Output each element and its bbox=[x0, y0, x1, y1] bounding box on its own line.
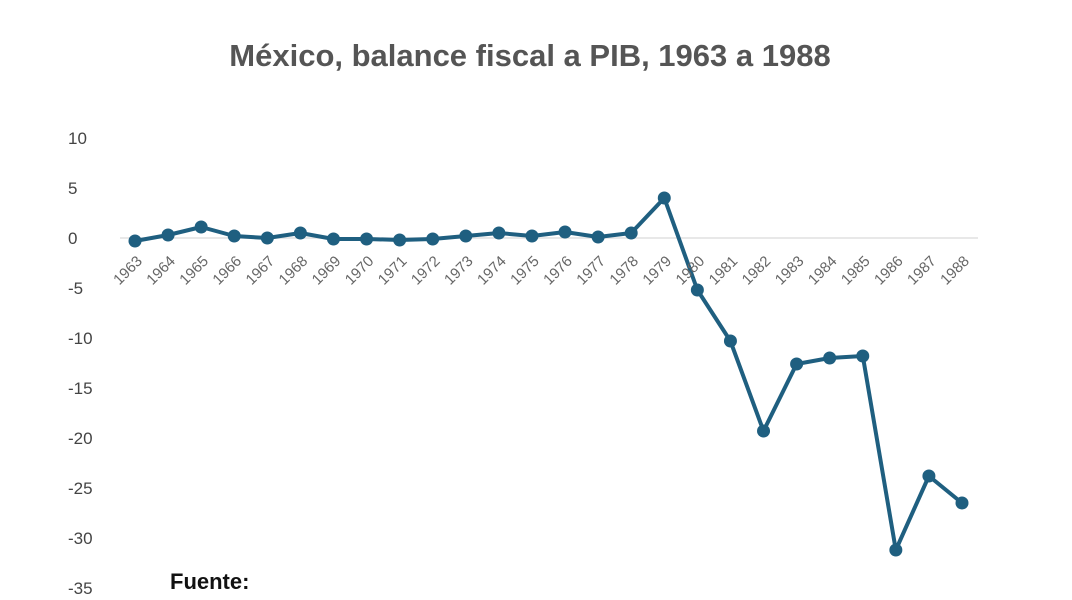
series-line bbox=[134, 196, 964, 552]
x-tick-label: 1976 bbox=[540, 253, 576, 289]
x-tick-label: 1968 bbox=[276, 253, 312, 289]
x-tick-label: 1970 bbox=[342, 253, 378, 289]
x-tick-label: 1971 bbox=[375, 253, 411, 289]
data-point bbox=[492, 226, 506, 240]
data-point bbox=[889, 543, 903, 557]
chart-title: México, balance fiscal a PIB, 1963 a 198… bbox=[229, 38, 830, 73]
y-tick-label: -35 bbox=[68, 579, 93, 598]
x-tick-label: 1982 bbox=[739, 253, 775, 289]
data-point bbox=[690, 283, 704, 297]
y-axis: 10 5 0 -5 -10 -15 -20 -25 -30 -35 bbox=[68, 129, 93, 598]
data-point bbox=[360, 232, 374, 246]
data-point bbox=[723, 334, 737, 348]
y-tick-label: -20 bbox=[68, 429, 93, 448]
data-point bbox=[128, 234, 142, 248]
x-tick-label: 1975 bbox=[507, 253, 543, 289]
data-point bbox=[260, 231, 274, 245]
x-tick-label: 1967 bbox=[243, 253, 279, 289]
data-point bbox=[326, 232, 340, 246]
x-tick-label: 1973 bbox=[441, 253, 477, 289]
data-point bbox=[525, 229, 539, 243]
x-tick-label: 1986 bbox=[871, 253, 907, 289]
x-tick-label: 1983 bbox=[772, 253, 808, 289]
data-point bbox=[393, 233, 407, 247]
x-tick-label: 1964 bbox=[143, 253, 179, 289]
data-point bbox=[856, 349, 870, 363]
x-axis: 1963196419651966196719681969197019711972… bbox=[110, 253, 973, 289]
data-point bbox=[558, 225, 572, 239]
data-points bbox=[128, 191, 969, 557]
y-tick-label: -30 bbox=[68, 529, 93, 548]
y-tick-label: -5 bbox=[68, 279, 83, 298]
x-tick-label: 1984 bbox=[805, 253, 841, 289]
x-tick-label: 1987 bbox=[904, 253, 940, 289]
data-point bbox=[790, 357, 804, 371]
x-tick-label: 1963 bbox=[110, 253, 146, 289]
data-point bbox=[293, 226, 307, 240]
x-tick-label: 1969 bbox=[309, 253, 345, 289]
y-tick-label: 0 bbox=[68, 229, 77, 248]
x-tick-label: 1966 bbox=[209, 253, 245, 289]
data-point bbox=[161, 228, 175, 242]
x-tick-label: 1978 bbox=[606, 253, 642, 289]
y-tick-label: 10 bbox=[68, 129, 87, 148]
data-point bbox=[657, 191, 671, 205]
y-tick-label: -10 bbox=[68, 329, 93, 348]
data-point bbox=[591, 230, 605, 244]
y-tick-label: -15 bbox=[68, 379, 93, 398]
x-tick-label: 1985 bbox=[838, 253, 874, 289]
x-tick-label: 1988 bbox=[937, 253, 973, 289]
data-point bbox=[459, 229, 473, 243]
y-tick-label: 5 bbox=[68, 179, 77, 198]
x-tick-label: 1972 bbox=[408, 253, 444, 289]
x-tick-label: 1981 bbox=[706, 253, 742, 289]
x-tick-label: 1977 bbox=[573, 253, 609, 289]
data-point bbox=[757, 424, 771, 438]
x-tick-label: 1965 bbox=[176, 253, 212, 289]
source-label: Fuente: bbox=[170, 569, 249, 594]
y-tick-label: -25 bbox=[68, 479, 93, 498]
data-point bbox=[922, 469, 936, 483]
x-tick-label: 1980 bbox=[673, 253, 709, 289]
data-point bbox=[955, 496, 969, 510]
data-point bbox=[426, 232, 440, 246]
data-point bbox=[624, 226, 638, 240]
x-tick-label: 1974 bbox=[474, 253, 510, 289]
x-tick-label: 1979 bbox=[639, 253, 675, 289]
data-point bbox=[823, 351, 837, 365]
data-point bbox=[194, 220, 208, 234]
data-point bbox=[227, 229, 241, 243]
